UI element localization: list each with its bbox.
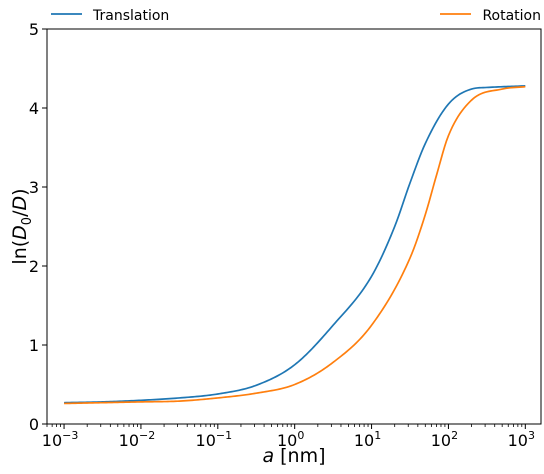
series-line-translation	[64, 85, 526, 404]
x-tick-label: 100	[277, 429, 304, 450]
plot-frame	[46, 28, 542, 425]
x-tick-label: 10−3	[42, 429, 79, 450]
y-axis-label: ln(D0/D)	[9, 188, 35, 264]
legend-item-translation: Translation	[51, 8, 169, 24]
x-tick-label: 10−2	[119, 429, 156, 450]
x-tick-label: 101	[354, 429, 381, 450]
x-axis-label: a [nm]	[262, 445, 325, 467]
legend-label: Rotation	[482, 8, 541, 24]
legend-item-rotation: Rotation	[440, 8, 541, 24]
x-tick-label: 102	[431, 429, 458, 450]
y-axis: 0 1 2 3 4 5	[29, 20, 47, 434]
series-lines	[64, 85, 526, 405]
x-tick-label: 10−1	[196, 429, 233, 450]
legend: Translation Rotation	[51, 8, 541, 24]
series-line-rotation	[64, 85, 526, 405]
legend-label: Translation	[92, 8, 169, 24]
y-tick-label: 4	[29, 99, 39, 118]
y-tick-label: 0	[29, 415, 39, 434]
y-tick-label: 2	[29, 257, 39, 276]
x-axis: 10−3 10−2 10−1 100 101 102 103	[42, 424, 535, 450]
y-tick-label: 1	[29, 336, 39, 355]
y-tick-label: 5	[29, 20, 39, 39]
x-tick-label: 103	[508, 429, 535, 450]
y-tick-label: 3	[29, 178, 39, 197]
